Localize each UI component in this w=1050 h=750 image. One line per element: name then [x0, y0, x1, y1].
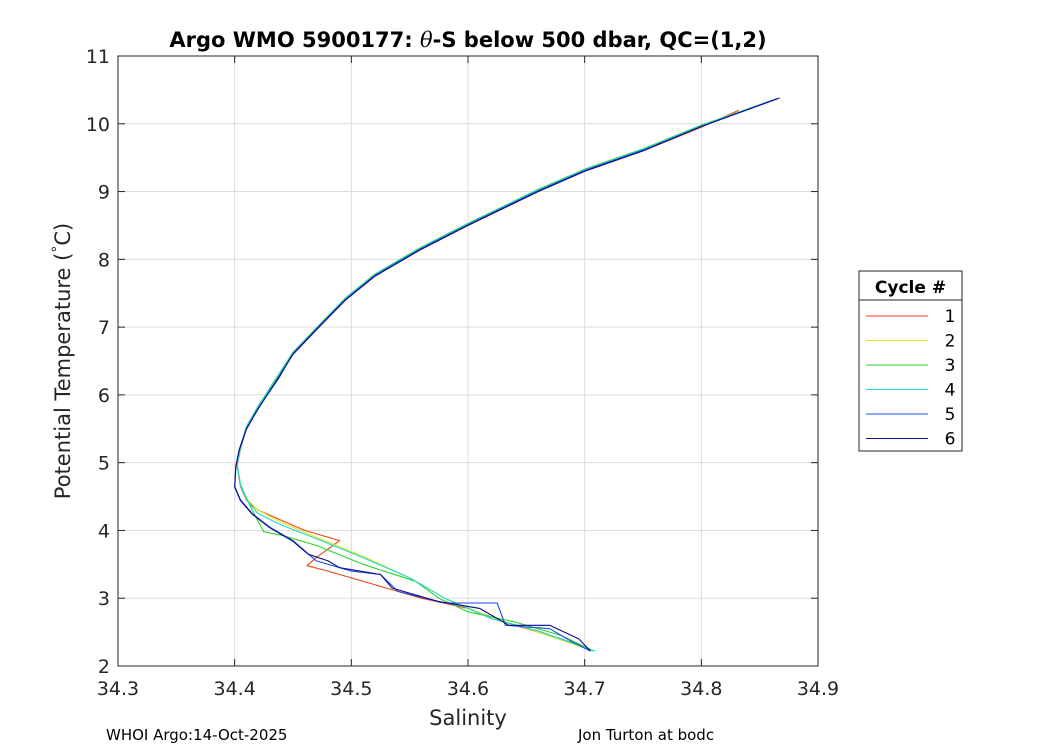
y-tick-label: 4 — [98, 520, 110, 542]
axis-ticks: 34.3 34.4 34.5 34.6 34.7 34.8 34.9 2 3 4 5 6 7 8 9 10 11 — [86, 46, 839, 700]
y-axis-label: Potential Temperature (°C) — [50, 223, 75, 499]
y-tick-label: 3 — [98, 588, 110, 610]
x-tick-label: 34.8 — [680, 678, 722, 700]
y-tick-label: 5 — [98, 453, 110, 475]
x-tick-label: 34.3 — [97, 678, 139, 700]
y-axis-label-unit: C) — [51, 223, 75, 246]
chart-title-symbol: θ — [420, 28, 433, 52]
series-line-6 — [234, 97, 780, 652]
legend-label-4: 4 — [945, 381, 956, 401]
y-tick-label: 2 — [98, 656, 110, 678]
y-tick-label: 11 — [86, 46, 110, 68]
legend-label-5: 5 — [945, 405, 956, 425]
y-axis-label-main: Potential Temperature ( — [51, 253, 75, 500]
legend-label-1: 1 — [945, 307, 956, 327]
legend-box — [858, 270, 963, 452]
legend-items: 1 2 3 4 5 6 — [866, 307, 955, 450]
y-tick-label: 6 — [98, 385, 110, 407]
y-axis-label-degree: ° — [50, 246, 66, 253]
legend-label-6: 6 — [945, 430, 956, 450]
x-tick-label: 34.7 — [564, 678, 606, 700]
chart-title-prefix: Argo WMO 5900177: — [169, 28, 420, 52]
series-group — [234, 97, 780, 652]
series-line-4 — [236, 98, 775, 652]
legend-title: Cycle # — [875, 278, 946, 298]
chart-title-suffix: -S below 500 dbar, QC=(1,2) — [433, 28, 767, 52]
x-tick-label: 34.9 — [797, 678, 839, 700]
footer-right: Jon Turton at bodc — [578, 726, 715, 744]
legend-label-3: 3 — [945, 356, 956, 376]
y-tick-label: 8 — [98, 249, 110, 271]
x-axis-label: Salinity — [429, 706, 507, 730]
legend-label-2: 2 — [945, 332, 956, 352]
y-tick-label: 9 — [98, 182, 110, 204]
x-tick-label: 34.5 — [330, 678, 372, 700]
footer-left: WHOI Argo:14-Oct-2025 — [106, 726, 288, 744]
x-tick-label: 34.4 — [214, 678, 256, 700]
chart-title: Argo WMO 5900177: θ-S below 500 dbar, QC… — [169, 28, 766, 52]
y-tick-label: 7 — [98, 317, 110, 339]
y-tick-label: 10 — [86, 114, 110, 136]
x-tick-label: 34.6 — [447, 678, 489, 700]
legend: Cycle # 1 2 3 4 5 6 — [858, 270, 963, 452]
